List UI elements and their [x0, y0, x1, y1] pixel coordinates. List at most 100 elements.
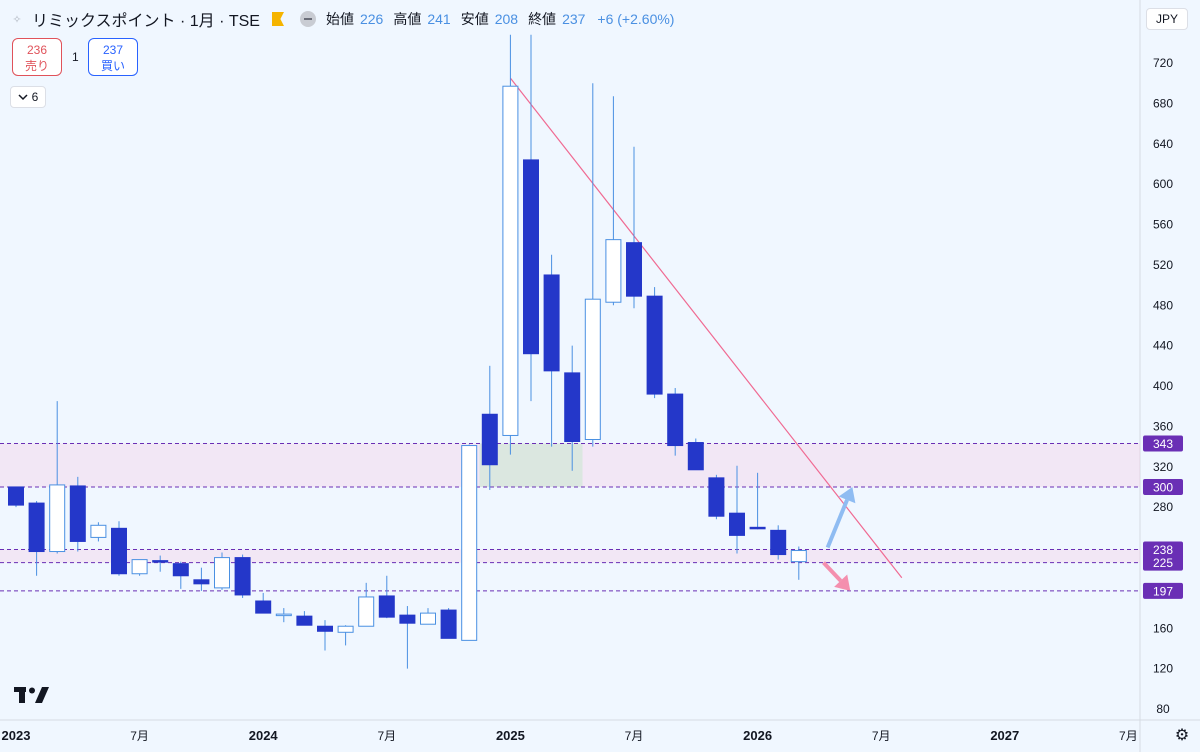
flag-icon[interactable] — [271, 12, 284, 26]
candle — [111, 521, 127, 576]
candle — [502, 34, 519, 455]
x-tick-label: 2023 — [2, 728, 31, 743]
candle-body — [749, 526, 766, 530]
indicators-count: 6 — [31, 90, 39, 104]
candle — [358, 582, 375, 627]
high-label: 高値 — [393, 11, 422, 27]
gear-icon[interactable]: ⚙ — [1174, 727, 1190, 744]
y-tick-label: 400 — [1153, 379, 1173, 393]
candle-body — [687, 442, 704, 471]
candle-body — [234, 557, 251, 596]
x-tick-label: 7月 — [872, 729, 891, 743]
candle — [90, 522, 107, 542]
candle — [708, 474, 725, 520]
candle — [317, 620, 333, 651]
up-arrow — [825, 486, 856, 549]
y-tick-label: 480 — [1153, 298, 1173, 312]
x-tick-label: 7月 — [377, 729, 396, 743]
symbol-title[interactable]: リミックスポイント · 1月 · TSE — [32, 13, 260, 30]
candle-body — [605, 239, 622, 303]
candle-body — [152, 560, 169, 563]
candle — [255, 592, 272, 614]
candle — [461, 444, 478, 641]
sell-button[interactable]: 236 売り — [12, 38, 62, 76]
tradingview-logo-icon[interactable] — [14, 684, 50, 706]
candle — [152, 555, 169, 572]
sell-label: 売り — [24, 59, 49, 73]
currency-selector[interactable]: JPY — [1146, 8, 1188, 30]
candle — [28, 501, 45, 576]
x-tick-label: 7月 — [130, 729, 149, 743]
candle — [275, 608, 292, 623]
x-tick-label: 7月 — [625, 729, 644, 743]
buy-button[interactable]: 237 買い — [88, 38, 138, 76]
candle — [440, 608, 457, 639]
candle-body — [172, 563, 189, 577]
trendline — [509, 77, 903, 579]
y-tick-label: 280 — [1153, 500, 1173, 514]
candle-body — [399, 614, 416, 624]
candle-body — [193, 579, 210, 585]
candle-body — [440, 609, 457, 639]
indicators-toggle[interactable]: 6 — [10, 86, 46, 108]
candle — [296, 611, 313, 626]
down-arrow — [822, 561, 851, 591]
chevron-down-icon — [18, 94, 28, 101]
candle-body — [481, 413, 498, 466]
candle — [399, 606, 416, 669]
y-tick-label: 120 — [1153, 662, 1173, 676]
y-tick-label: 320 — [1153, 460, 1173, 474]
arrow-shaft — [825, 499, 849, 549]
candle-body — [729, 512, 745, 536]
candle-body — [461, 445, 478, 641]
y-tick-label: 440 — [1153, 339, 1173, 353]
candle — [337, 625, 354, 646]
level-label: 343 — [1153, 437, 1173, 451]
candle — [687, 438, 704, 471]
x-tick-label: 2026 — [743, 728, 772, 743]
candle — [564, 345, 581, 471]
candle — [790, 546, 807, 580]
x-tick-label: 2024 — [249, 728, 279, 743]
candle — [131, 559, 148, 576]
level-label-box — [1143, 541, 1183, 558]
candle-body — [214, 557, 230, 589]
candle-body — [131, 559, 148, 575]
candle — [214, 552, 230, 590]
price-zone — [0, 549, 1140, 563]
price-zone — [0, 443, 1140, 487]
candle — [770, 525, 787, 560]
market-status-icon[interactable] — [299, 11, 316, 27]
candle-body — [584, 298, 601, 440]
level-label: 238 — [1153, 543, 1173, 557]
buy-price: 237 — [102, 43, 124, 57]
rimix-logo-icon: ✧ — [12, 13, 22, 26]
candle — [626, 146, 642, 309]
candle — [584, 83, 601, 447]
candle-body — [667, 393, 684, 447]
close-value: 237 — [562, 11, 586, 27]
candle — [378, 575, 395, 619]
candle-body — [420, 612, 436, 625]
candle-body — [770, 529, 787, 556]
candle — [193, 567, 210, 591]
y-tick-label: 360 — [1153, 419, 1173, 433]
level-label-box — [1143, 554, 1183, 571]
candle-body — [378, 595, 395, 618]
y-tick-label: 600 — [1153, 177, 1173, 191]
open-value: 226 — [359, 11, 384, 27]
level-label-box — [1143, 435, 1183, 452]
buy-label: 買い — [100, 59, 125, 73]
order-quantity[interactable]: 1 — [72, 50, 79, 64]
candle-body — [90, 524, 107, 538]
level-label: 197 — [1153, 584, 1173, 598]
y-tick-label: 720 — [1153, 56, 1173, 70]
candle-body — [543, 274, 560, 372]
candle-body — [708, 477, 725, 517]
change-value: +6 (+2.60%) — [597, 11, 675, 27]
candle-body — [8, 486, 24, 506]
level-label: 225 — [1153, 556, 1173, 570]
x-tick-label: 2025 — [496, 728, 525, 743]
candle — [8, 486, 24, 508]
